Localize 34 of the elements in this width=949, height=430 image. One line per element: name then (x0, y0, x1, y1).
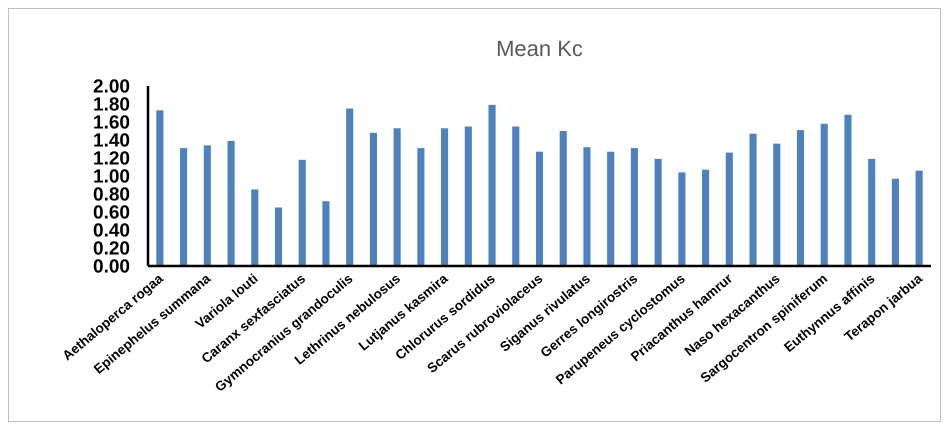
bar (156, 110, 164, 266)
bar (892, 178, 899, 266)
bar (820, 124, 828, 266)
bar (441, 128, 448, 266)
bar (251, 190, 258, 266)
bar (654, 158, 662, 266)
bar (749, 134, 757, 266)
bar (346, 108, 354, 266)
bar (773, 144, 780, 266)
bar (298, 160, 306, 266)
bar (630, 148, 638, 266)
bar (394, 128, 401, 266)
bar (322, 201, 330, 266)
bar (560, 131, 567, 266)
bar (583, 147, 591, 266)
bar (916, 170, 923, 266)
bar (702, 170, 710, 266)
bar (512, 126, 520, 266)
bar (796, 130, 804, 266)
bar (678, 172, 686, 266)
chart-title: Mean Kc (496, 36, 583, 61)
bar (488, 104, 496, 266)
bar (204, 145, 211, 266)
bar (370, 132, 377, 266)
bar (726, 152, 733, 266)
bar (536, 152, 544, 266)
bar (868, 158, 876, 266)
bar (607, 152, 614, 266)
bar (844, 114, 852, 266)
bar (464, 126, 472, 266)
bar (180, 148, 188, 266)
bar (417, 148, 424, 266)
bar (227, 140, 235, 266)
bar (274, 208, 282, 266)
